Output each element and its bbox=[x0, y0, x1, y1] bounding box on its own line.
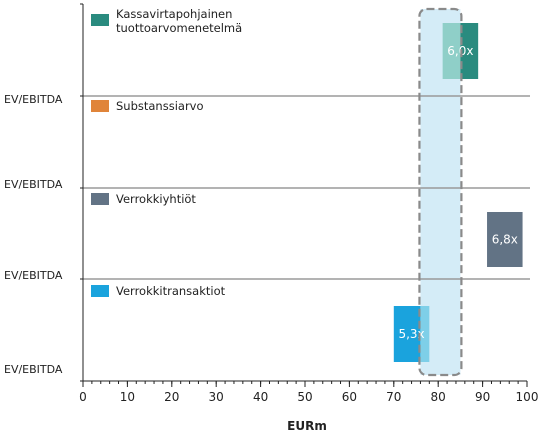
x-tick-label-20: 20 bbox=[164, 390, 179, 404]
row-label-4: EV/EBITDA bbox=[4, 363, 63, 376]
x-tick-label-60: 60 bbox=[342, 390, 357, 404]
x-tick-label-100: 100 bbox=[516, 390, 539, 404]
row-label-3: EV/EBITDA bbox=[4, 269, 63, 282]
x-tick-label-50: 50 bbox=[297, 390, 312, 404]
bar-segment-4-b bbox=[420, 306, 430, 362]
x-tick-label-40: 40 bbox=[253, 390, 268, 404]
legend-label-4: Verrokkitransaktiot bbox=[116, 284, 226, 298]
legend-label-3: Verrokkiyhtiöt bbox=[116, 192, 196, 206]
bar-segment-1-a bbox=[442, 23, 461, 79]
bar-3 bbox=[487, 212, 523, 267]
x-tick-label-90: 90 bbox=[475, 390, 490, 404]
legend-swatch-1 bbox=[91, 14, 109, 26]
x-tick-label-30: 30 bbox=[209, 390, 224, 404]
legend-label-1-line-1: Kassavirtapohjainen bbox=[116, 7, 232, 21]
legend-label-1-line-2: tuottoarvomenetelmä bbox=[116, 21, 242, 35]
legend-swatch-3 bbox=[91, 193, 109, 205]
bar-value-label-3: 6,8x bbox=[492, 233, 518, 247]
x-tick-label-80: 80 bbox=[431, 390, 446, 404]
bar-segment-1-b bbox=[460, 23, 479, 79]
highlight-dashed-border bbox=[418, 7, 463, 377]
bar-value-label-4: 5,3x bbox=[398, 327, 424, 341]
row-label-1: EV/EBITDA bbox=[4, 93, 63, 106]
x-tick-label-0: 0 bbox=[79, 390, 87, 404]
x-tick-label-70: 70 bbox=[386, 390, 401, 404]
x-tick-label-10: 10 bbox=[120, 390, 135, 404]
row-label-2: EV/EBITDA bbox=[4, 178, 63, 191]
legend-label-2: Substanssiarvo bbox=[116, 99, 204, 113]
legend-swatch-4 bbox=[91, 285, 109, 297]
legend-swatch-2 bbox=[91, 100, 109, 112]
bar-segment-4-a bbox=[393, 306, 421, 362]
x-axis-title: EURm bbox=[287, 419, 327, 433]
